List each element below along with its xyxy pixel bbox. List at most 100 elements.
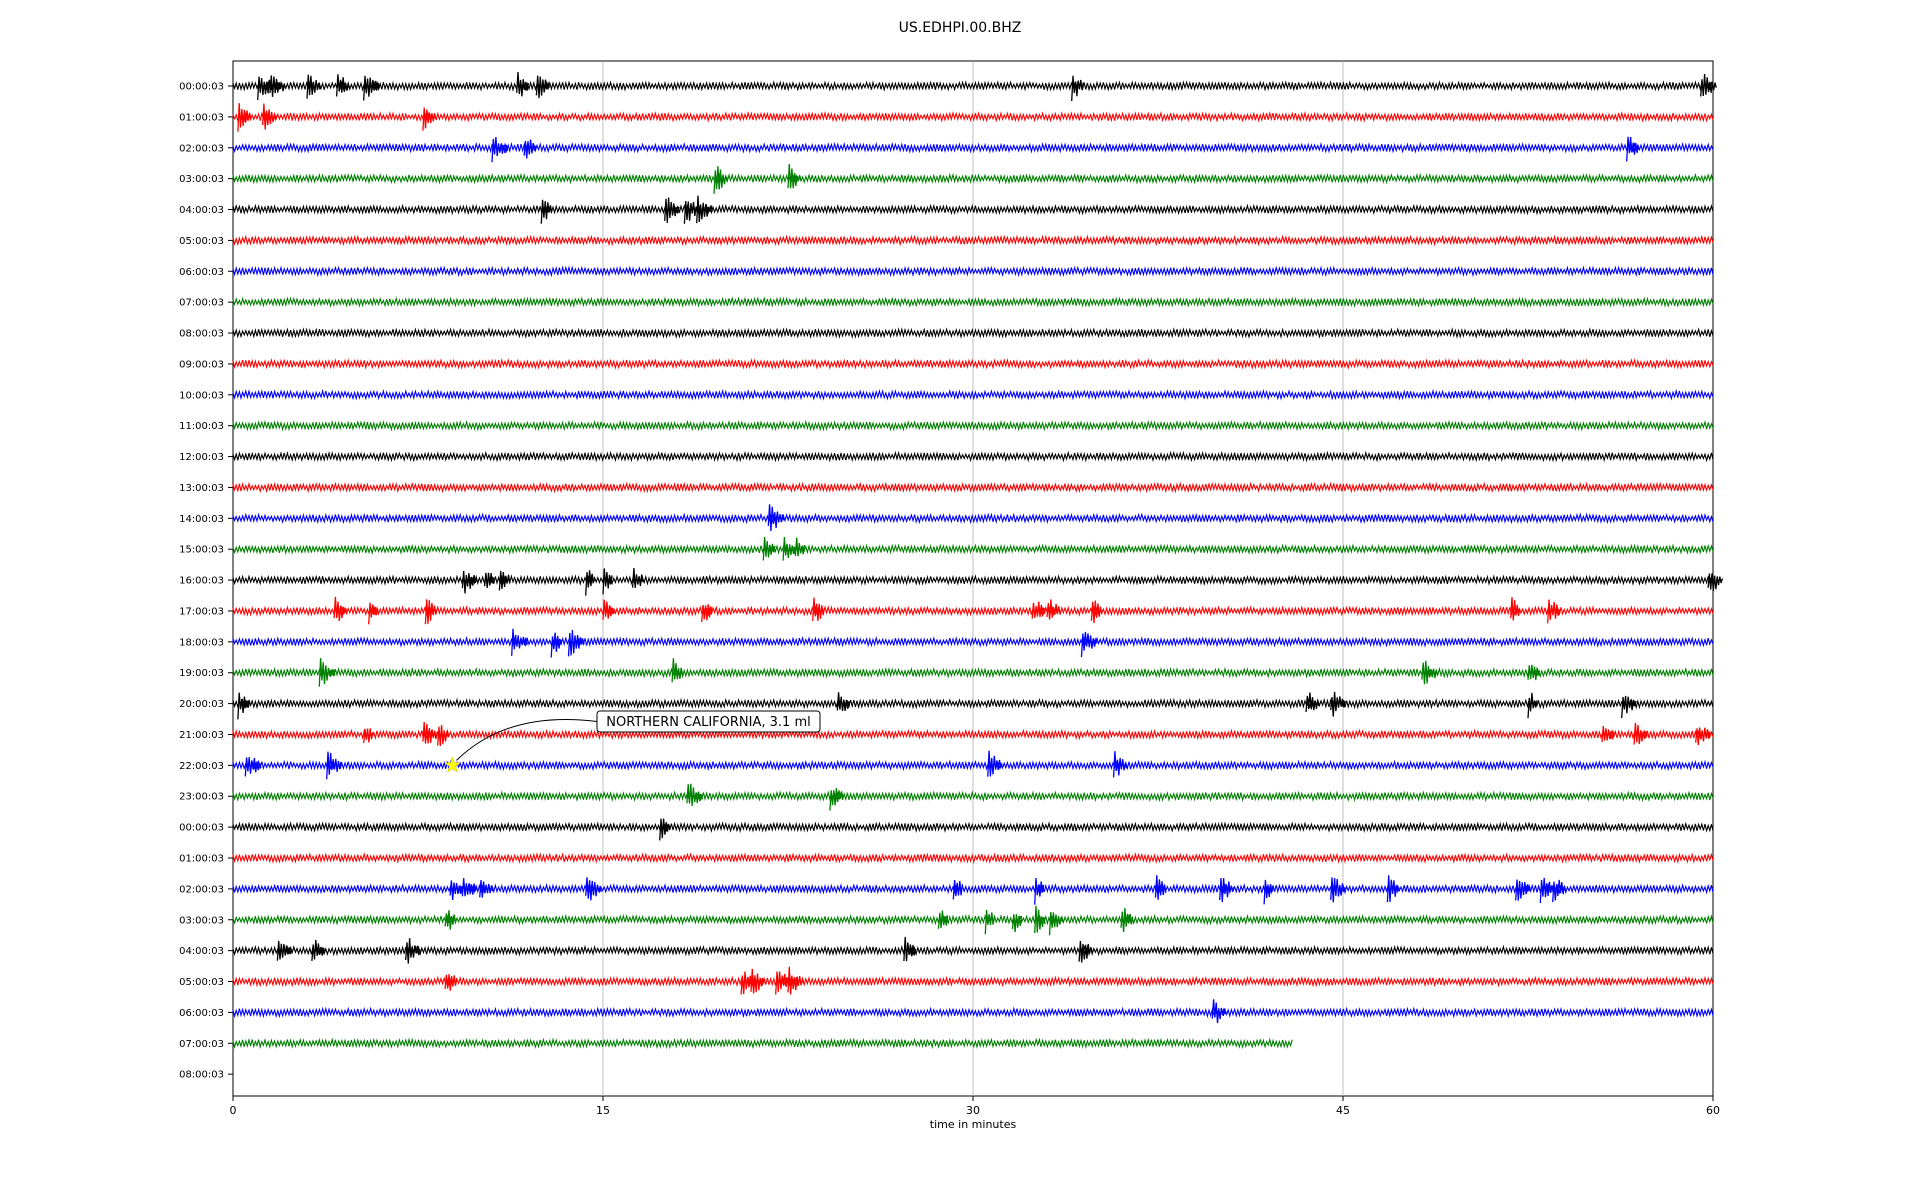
- seismic-event: [1547, 599, 1561, 624]
- seismic-event: [363, 75, 380, 101]
- seismic-trace: [232, 882, 1714, 895]
- seismic-event: [237, 103, 252, 132]
- seismic-trace: [232, 697, 1714, 710]
- seismic-event: [1626, 136, 1640, 162]
- seismic-event: [762, 536, 776, 561]
- seismic-event: [794, 537, 806, 557]
- seismic-event: [1539, 877, 1554, 904]
- seismic-event: [237, 692, 251, 720]
- seismic-event: [585, 877, 602, 901]
- seismic-event: [424, 599, 438, 625]
- seismic-event: [326, 751, 342, 780]
- seismic-event: [516, 71, 530, 97]
- seismic-event: [368, 602, 379, 625]
- seismic-event: [311, 939, 326, 961]
- y-tick-label: 04:00:03: [179, 946, 224, 957]
- seismic-event: [1112, 751, 1128, 778]
- seismic-trace: [232, 790, 1714, 803]
- seismic-event: [1421, 660, 1439, 685]
- seismic-event: [602, 568, 613, 595]
- y-tick-label: 20:00:03: [179, 699, 224, 710]
- seismic-event: [479, 880, 494, 898]
- y-tick-label: 01:00:03: [179, 112, 224, 123]
- seismic-event: [1154, 875, 1167, 900]
- y-tick-label: 10:00:03: [179, 390, 224, 401]
- seismic-event: [1071, 75, 1085, 102]
- seismic-event: [1386, 875, 1400, 903]
- seismic-event: [585, 570, 596, 596]
- y-tick-label: 18:00:03: [179, 637, 224, 648]
- seismic-event: [1080, 631, 1098, 658]
- seismic-event: [713, 166, 729, 194]
- seismic-trace: [232, 419, 1714, 432]
- seismic-event: [523, 139, 537, 159]
- seismic-event: [987, 750, 1003, 777]
- seismic-trace: [232, 574, 1714, 587]
- seismic-event: [1211, 999, 1226, 1024]
- seismic-event: [952, 879, 964, 900]
- y-tick-label: 16:00:03: [179, 576, 224, 587]
- seismic-event: [422, 722, 438, 744]
- y-tick-label: 06:00:03: [179, 267, 224, 278]
- seismic-event: [1330, 877, 1346, 903]
- seismic-event: [1120, 908, 1134, 933]
- seismic-event: [1621, 695, 1637, 719]
- seismic-trace: [232, 666, 1714, 679]
- seismic-trace: [232, 203, 1714, 216]
- seismic-event: [422, 107, 437, 131]
- seismic-event: [984, 909, 996, 935]
- y-tick-label: 14:00:03: [179, 514, 224, 525]
- y-tick-label: 04:00:03: [179, 205, 224, 216]
- seismic-event: [701, 604, 713, 623]
- seismic-event: [498, 570, 511, 591]
- seismic-event: [1601, 725, 1615, 743]
- y-tick-label: 11:00:03: [179, 421, 224, 432]
- seismic-trace: [232, 605, 1714, 617]
- seismic-event: [483, 572, 495, 589]
- seismic-event: [335, 74, 351, 97]
- seismic-event: [1034, 905, 1046, 934]
- seismic-trace: [232, 481, 1714, 494]
- seismic-event: [1633, 722, 1648, 745]
- y-tick-label: 08:00:03: [179, 1070, 224, 1081]
- seismic-trace: [232, 821, 1714, 834]
- seismic-event: [1695, 727, 1711, 746]
- seismic-event: [812, 597, 826, 621]
- seismic-event: [1090, 600, 1103, 624]
- seismic-trace: [232, 543, 1714, 556]
- seismic-trace: [232, 80, 1714, 92]
- y-tick-label: 21:00:03: [179, 730, 224, 741]
- seismic-event: [767, 504, 785, 532]
- y-tick-label: 23:00:03: [179, 792, 224, 803]
- seismic-trace: [232, 265, 1714, 278]
- seismic-trace: [232, 234, 1714, 247]
- y-tick-label: 08:00:03: [179, 329, 224, 340]
- y-tick-label: 19:00:03: [179, 668, 224, 679]
- seismic-event: [567, 629, 585, 657]
- seismic-event: [333, 596, 348, 622]
- seismic-event: [244, 757, 262, 777]
- seismic-trace: [232, 852, 1714, 864]
- seismic-event: [550, 632, 563, 658]
- seismic-event: [276, 940, 293, 961]
- seismic-event: [535, 75, 551, 99]
- seismic-event: [686, 783, 704, 807]
- x-tick-label: 0: [230, 1104, 237, 1117]
- seismic-event: [1527, 692, 1538, 719]
- annotation-box: [596, 710, 821, 733]
- seismic-event: [1700, 73, 1717, 97]
- seismic-event: [540, 199, 553, 224]
- seismic-event: [696, 195, 713, 224]
- seismic-event: [1552, 879, 1567, 903]
- y-tick-label: 07:00:03: [179, 1039, 224, 1050]
- seismic-trace: [232, 975, 1714, 988]
- seismic-event: [405, 938, 421, 964]
- seismic-event: [269, 75, 287, 97]
- seismic-event: [511, 628, 528, 656]
- seismic-event: [829, 788, 844, 811]
- seismic-trace: [232, 110, 1714, 123]
- seismic-event: [787, 966, 805, 995]
- seismic-event: [1078, 940, 1093, 963]
- seismic-trace: [232, 388, 1714, 401]
